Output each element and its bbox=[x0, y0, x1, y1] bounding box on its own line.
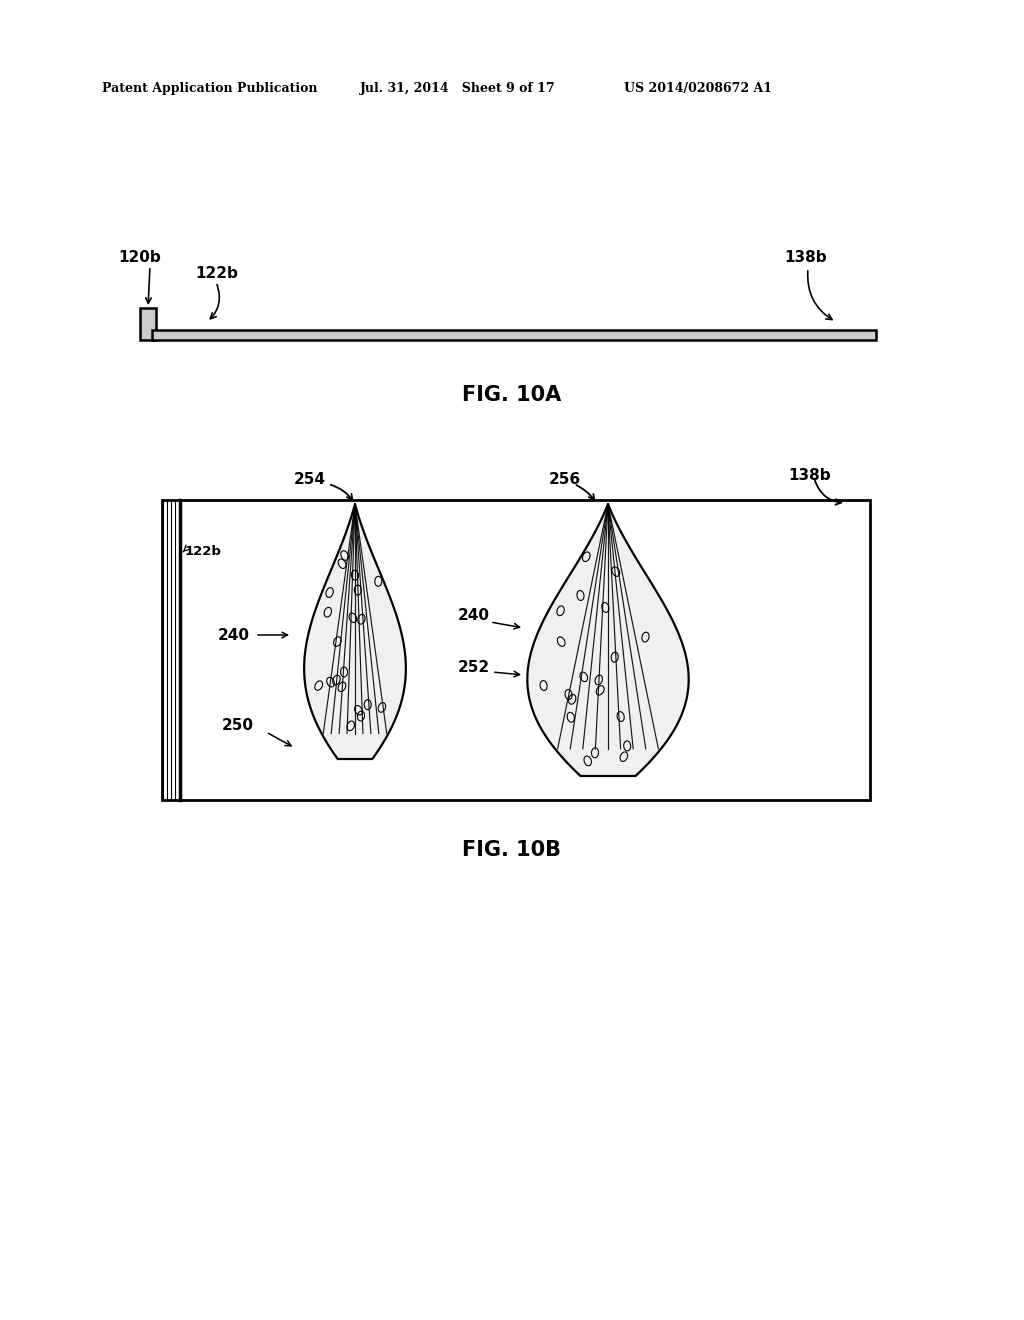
Text: 256: 256 bbox=[549, 473, 582, 487]
Text: 240: 240 bbox=[458, 609, 490, 623]
Bar bbox=[140, 308, 156, 341]
Text: 240: 240 bbox=[218, 628, 250, 643]
Text: 122b: 122b bbox=[195, 267, 238, 281]
Bar bbox=[162, 500, 870, 800]
Text: Jul. 31, 2014   Sheet 9 of 17: Jul. 31, 2014 Sheet 9 of 17 bbox=[360, 82, 556, 95]
Text: 138b: 138b bbox=[784, 249, 826, 265]
Text: FIG. 10B: FIG. 10B bbox=[463, 840, 561, 861]
Text: 122b: 122b bbox=[185, 545, 222, 558]
Text: 254: 254 bbox=[294, 473, 326, 487]
Text: 120b: 120b bbox=[118, 249, 161, 265]
Bar bbox=[152, 330, 876, 341]
Text: 138b: 138b bbox=[788, 469, 830, 483]
Polygon shape bbox=[527, 504, 689, 776]
Polygon shape bbox=[304, 504, 406, 759]
Text: US 2014/0208672 A1: US 2014/0208672 A1 bbox=[624, 82, 772, 95]
Text: 252: 252 bbox=[458, 660, 490, 675]
Text: Patent Application Publication: Patent Application Publication bbox=[102, 82, 317, 95]
Text: FIG. 10A: FIG. 10A bbox=[463, 385, 561, 405]
Text: 250: 250 bbox=[222, 718, 254, 733]
